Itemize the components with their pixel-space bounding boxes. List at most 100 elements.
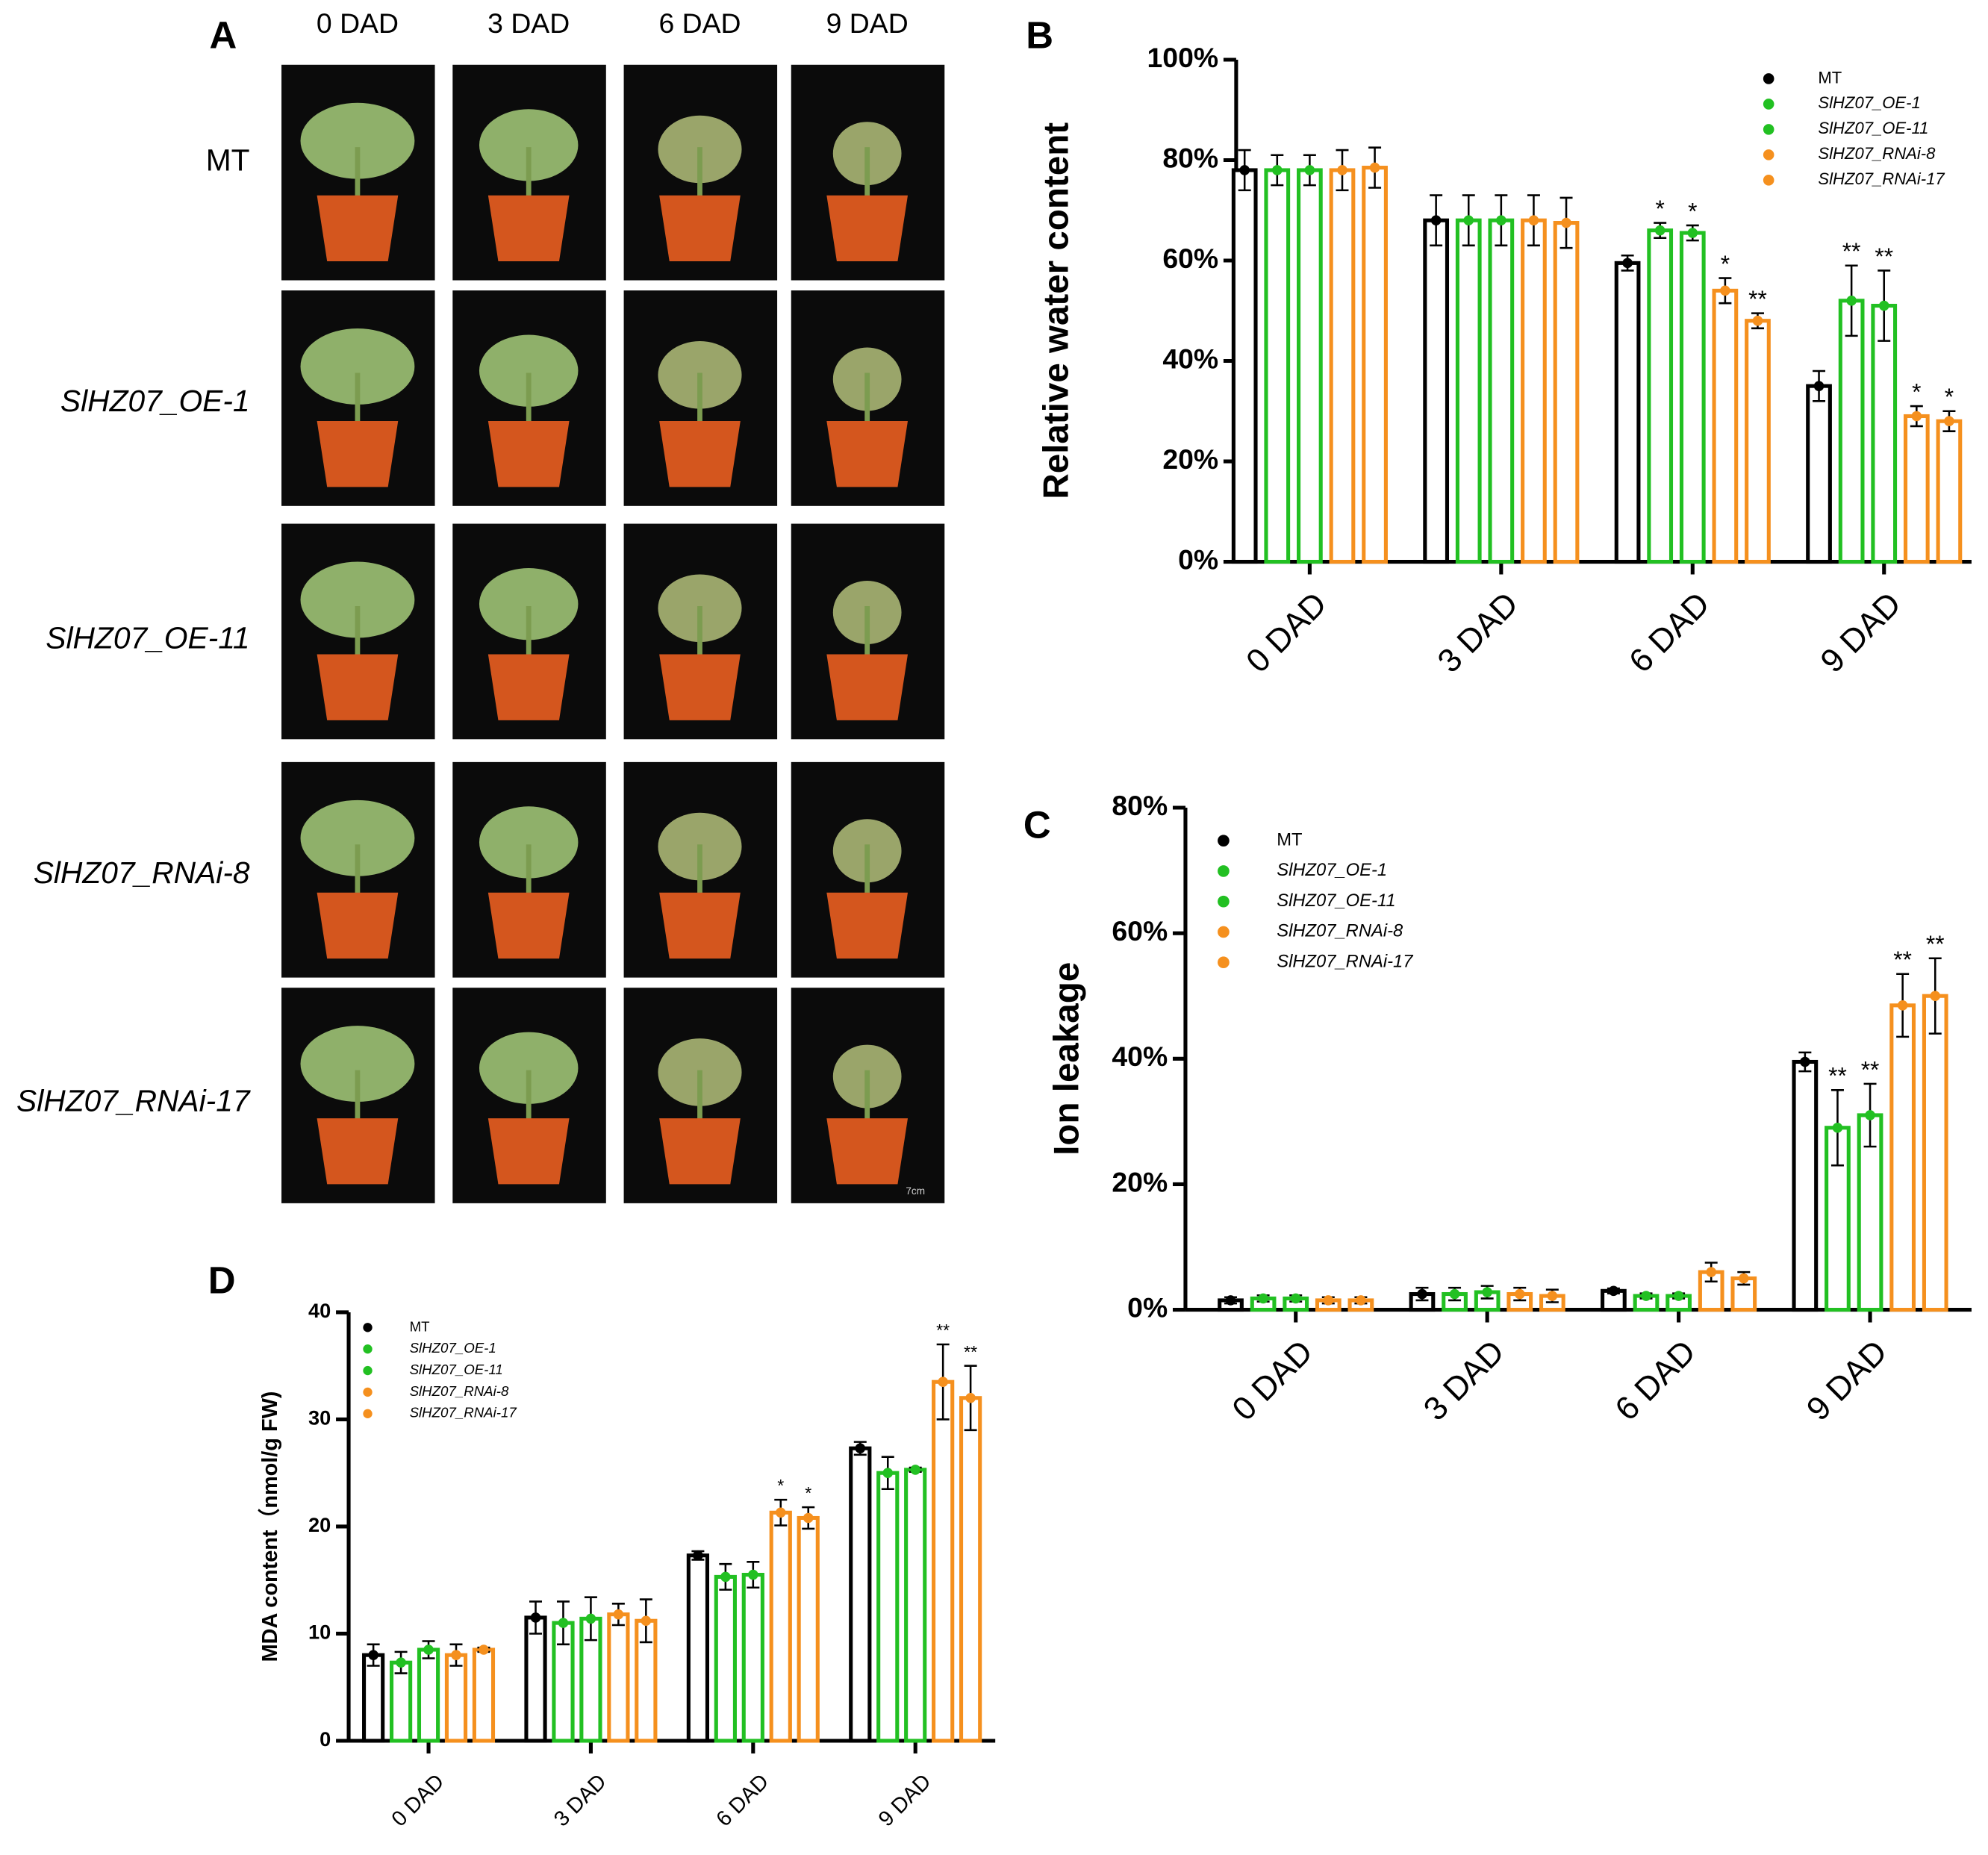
legend-marker [1218,926,1230,938]
mean-dot [720,1571,731,1583]
error-bar [1672,1291,1686,1301]
significance: * [1721,250,1730,277]
bar [1521,218,1547,564]
bar [1423,218,1450,564]
y-tick-label: 80% [1112,790,1168,821]
x-tick-label: 0 DAD [1225,1333,1320,1428]
legend-marker [1218,895,1230,908]
bar [1806,384,1832,564]
error-bar [1639,1291,1653,1301]
error-bar [367,1643,380,1667]
error-bar [881,1456,894,1491]
significance: * [805,1483,811,1503]
plant [300,1026,415,1103]
error-bar [394,1650,408,1674]
error-bar [1686,224,1699,242]
legend-marker [1763,149,1774,160]
error-bar [909,1465,922,1475]
y-tick-label: 60% [1112,915,1168,947]
pot [826,195,909,262]
bar [1712,288,1739,564]
legend-label: SlHZ07_RNAi-8 [1277,921,1403,941]
x-tick-label: 6 DAD [711,1770,773,1832]
panel-label: A [210,14,237,57]
error-bar [1830,1089,1844,1167]
bar [1297,168,1323,564]
error-bar [1813,370,1826,402]
y-axis-label: MDA content（nmol/g FW) [258,1391,282,1662]
column-label: 3 DAD [487,7,570,39]
bar [1647,228,1674,564]
error-bar [1430,194,1443,247]
error-bar [584,1596,597,1642]
y-tick-label: 0 [320,1727,331,1750]
legend-marker [1763,73,1774,84]
error-bar [1448,1286,1462,1302]
mean-dot [1687,228,1698,238]
error-bar [964,1365,977,1432]
legend-label: SlHZ07_RNAi-8 [410,1383,509,1399]
mean-dot [479,1644,489,1655]
row-label: SlHZ07_OE-11 [46,621,249,655]
error-bar [1495,194,1508,247]
plant [479,109,579,181]
error-bar [1942,410,1956,432]
pot [826,892,909,959]
bar [959,1396,982,1743]
error-bar [1238,149,1251,192]
y-tick-label: 40% [1112,1041,1168,1072]
pot [317,195,399,262]
error-bar [1336,149,1349,192]
bar [1264,168,1291,564]
mean-dot [1369,162,1380,173]
error-bar [719,1562,732,1591]
mean-dot [1496,215,1506,225]
mean-dot [530,1612,541,1623]
y-tick-label: 20% [1112,1166,1168,1197]
row-label: SlHZ07_OE-1 [60,384,250,418]
mean-dot [1720,285,1730,296]
bar [389,1660,413,1743]
bar [849,1446,872,1743]
y-tick-label: 40 [308,1299,331,1322]
mean-dot [1944,416,1954,427]
mean-dot [910,1465,920,1475]
error-bar [1513,1286,1527,1302]
significance: * [1656,195,1665,222]
pot [659,654,741,720]
error-bar [1719,277,1732,305]
y-tick-label: 0% [1127,1291,1168,1323]
pot [487,654,570,720]
legend-marker [1218,865,1230,877]
mean-dot [1356,1295,1366,1306]
mean-dot [1482,1287,1492,1297]
error-bar [1303,154,1316,187]
mean-dot [1622,258,1633,269]
mean-dot [1930,991,1941,1002]
pot [487,1118,570,1185]
bar [417,1647,440,1743]
y-tick-label: 60% [1162,243,1218,274]
error-bar [1224,1295,1238,1306]
bar [714,1574,737,1743]
column-label: 0 DAD [317,7,399,39]
error-bar [1256,1293,1270,1304]
mean-dot [775,1507,786,1518]
legend-label: SlHZ07_RNAi-17 [1818,169,1945,188]
pot [317,1118,399,1185]
plant [479,806,579,879]
plant [300,328,415,405]
bar [444,1653,468,1743]
bar [1922,994,1948,1312]
error-bar [556,1600,570,1646]
plant [479,1032,579,1104]
mean-dot [1528,215,1539,225]
error-bar [1271,154,1284,187]
significance: * [1688,197,1697,224]
bar [472,1647,496,1743]
mean-dot [558,1618,569,1628]
plant [479,334,579,407]
y-tick-label: 10 [308,1621,331,1644]
mean-dot [855,1443,866,1453]
